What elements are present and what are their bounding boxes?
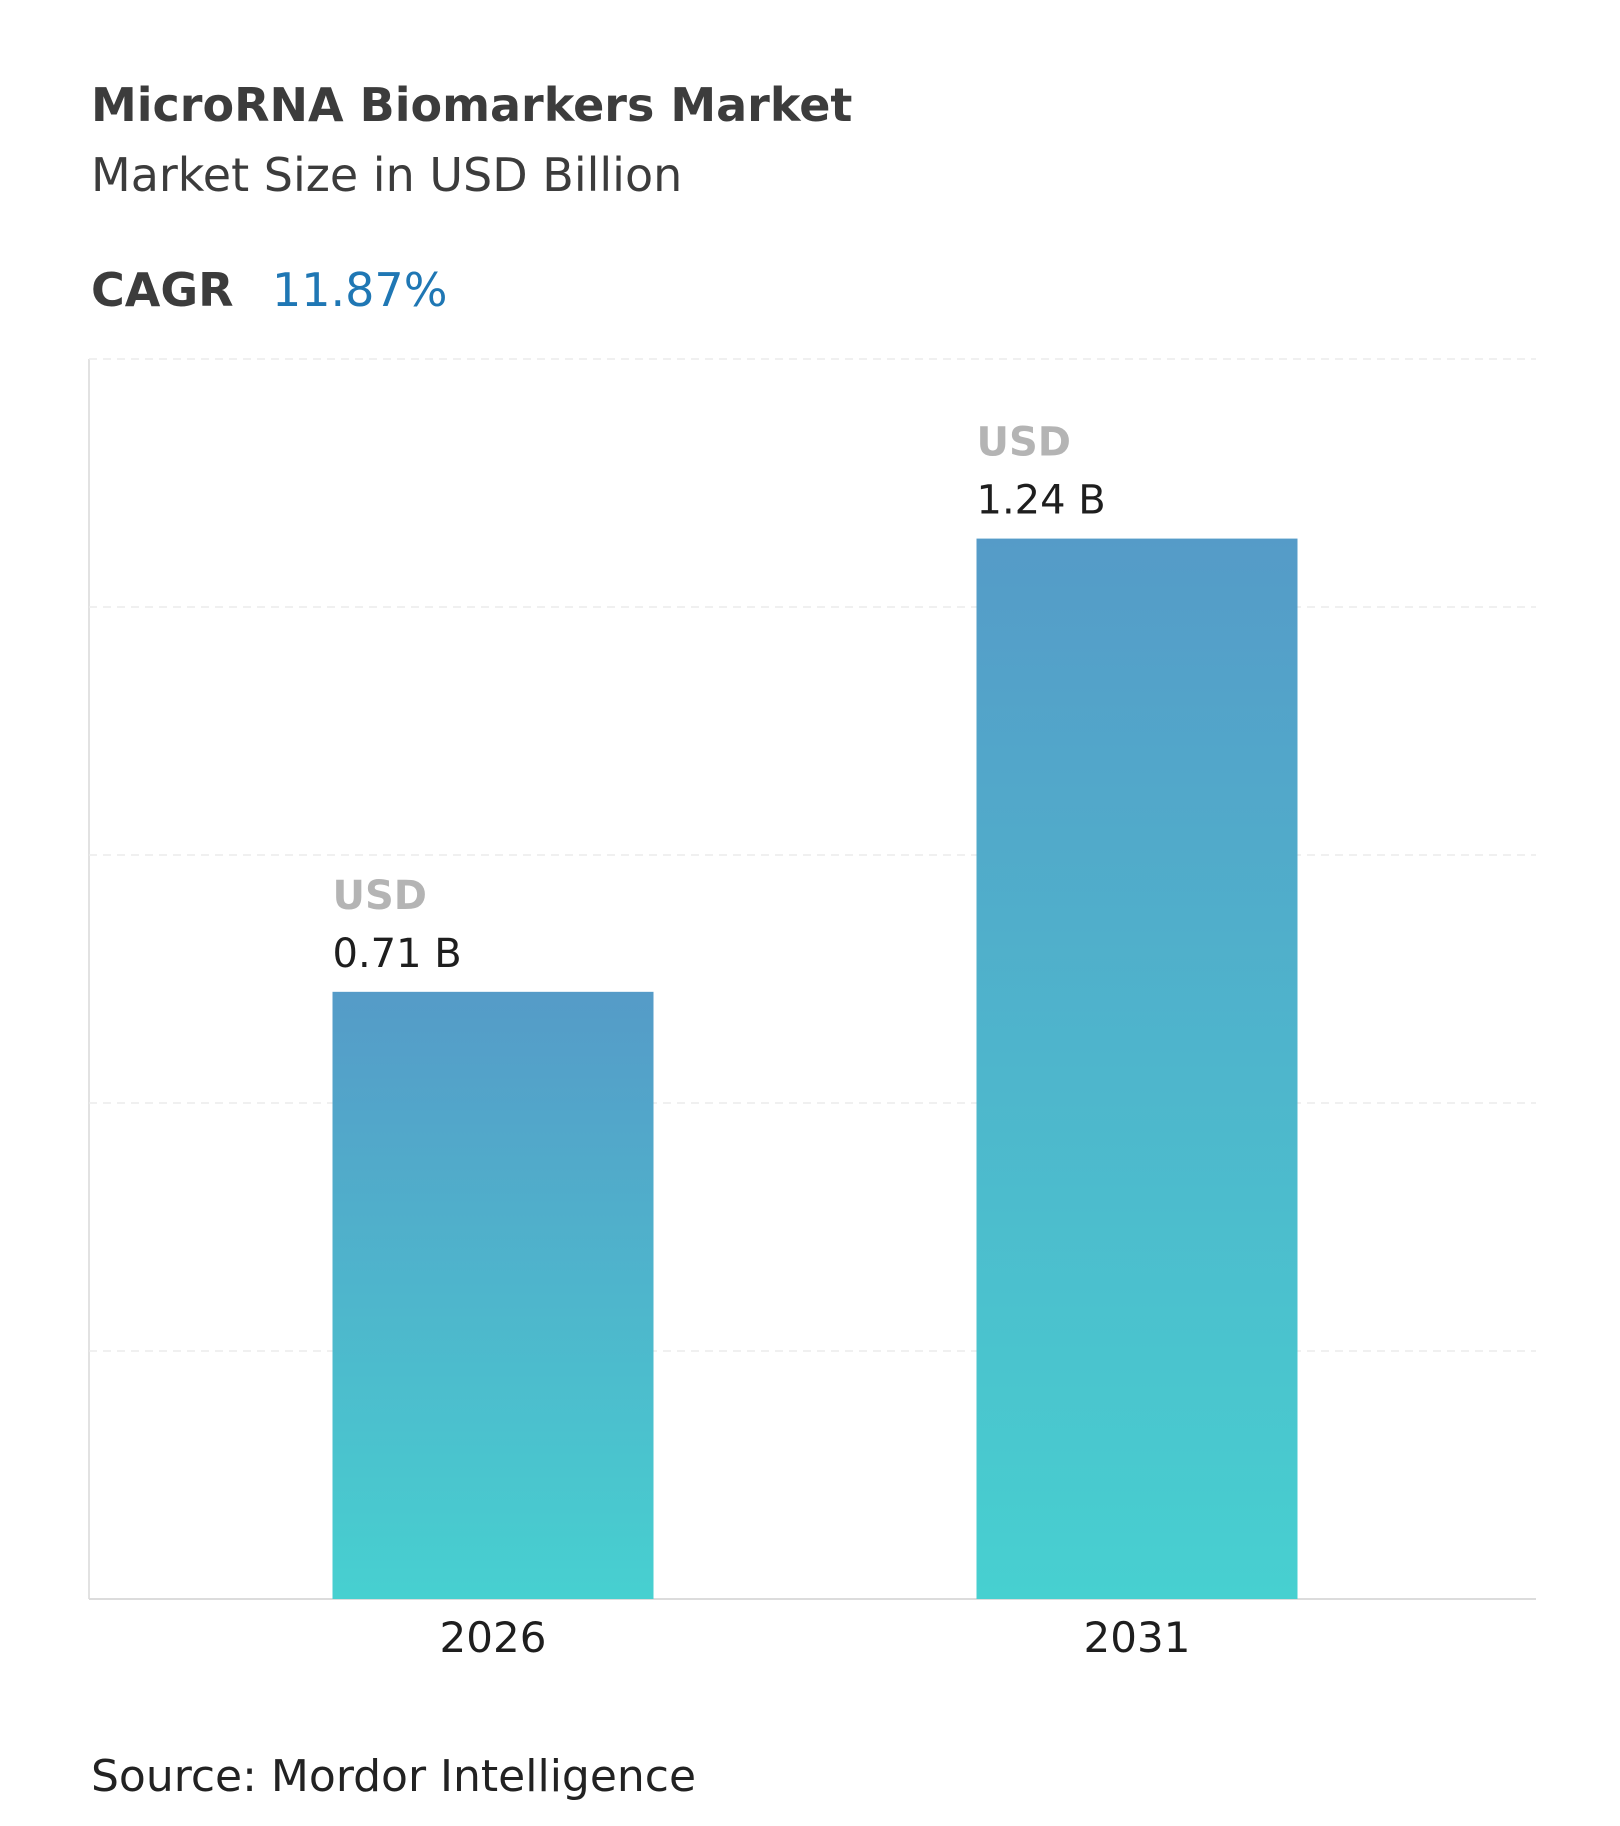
cagr-value: 11.87% — [272, 263, 447, 317]
bar — [976, 538, 1298, 1599]
chart-title: MicroRNA Biomarkers Market — [91, 78, 852, 132]
value-label: 1.24 B — [977, 478, 1106, 524]
value-prefix: USD — [977, 420, 1072, 466]
source: Source: Mordor Intelligence — [91, 1751, 696, 1802]
value-label: 0.71 B — [333, 931, 462, 977]
cagr-label: CAGR — [91, 263, 234, 317]
bar — [332, 991, 654, 1599]
x-tick-label: 2026 — [440, 1613, 547, 1662]
chart-subtitle: Market Size in USD Billion — [91, 148, 682, 202]
x-tick-label: 2031 — [1084, 1613, 1191, 1662]
value-prefix: USD — [333, 873, 428, 919]
